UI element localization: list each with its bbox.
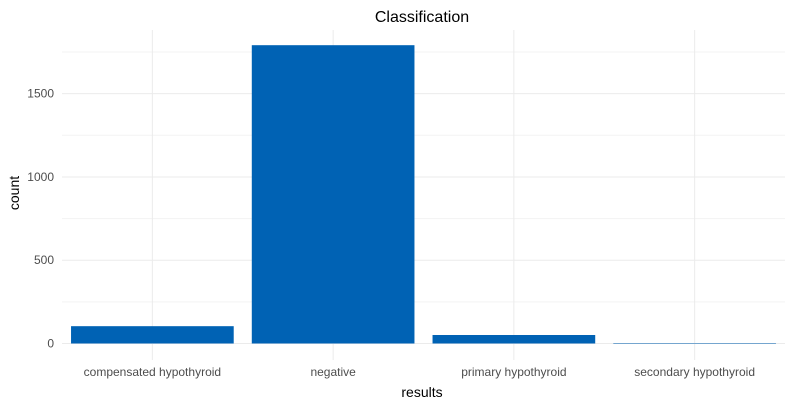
x-tick-label: secondary hypothyroid [634,365,755,379]
x-axis-title: results [401,384,442,400]
bar-negative [251,45,415,344]
y-tick-label: 1500 [27,87,54,101]
y-tick-label: 1000 [27,170,54,184]
y-tick-label: 0 [47,337,54,351]
grid-lines [62,30,785,360]
bars [71,45,776,344]
y-axis-title: count [6,176,22,210]
chart-title: Classification [375,9,469,26]
bar-primary-hypothyroid [432,335,596,344]
y-axis-ticks: 0 500 1000 1500 [27,87,54,351]
x-tick-label: negative [310,365,356,379]
x-axis-ticks: compensated hypothyroid negative primary h… [84,365,755,379]
bar-secondary-hypothyroid [613,343,776,344]
x-tick-label: compensated hypothyroid [84,365,221,379]
bar-compensated-hypothyroid [71,326,234,344]
y-tick-label: 500 [34,253,54,267]
x-tick-label: primary hypothyroid [461,365,566,379]
